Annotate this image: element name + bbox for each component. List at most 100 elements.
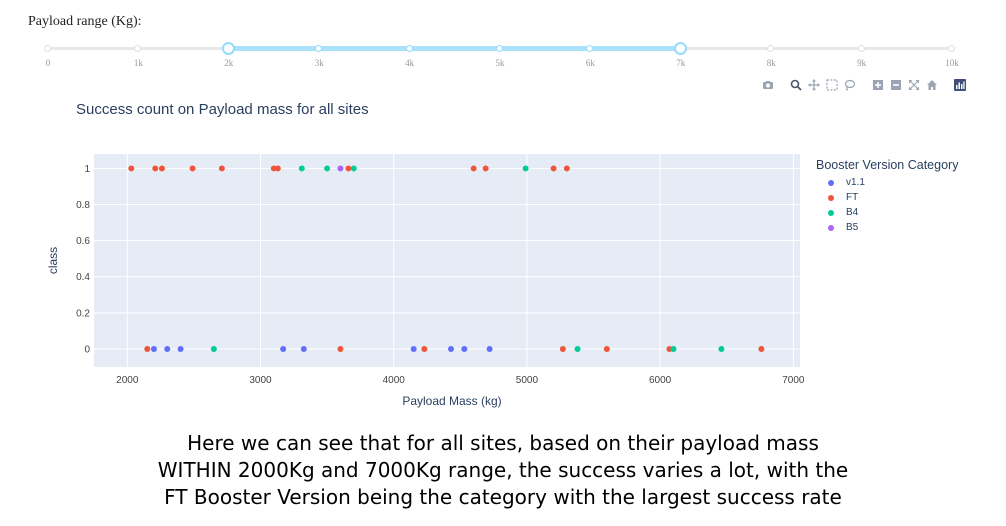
slider-mark-label: 6k <box>585 58 595 68</box>
data-point <box>486 345 493 352</box>
data-point <box>421 345 428 352</box>
slider-step-dot[interactable] <box>405 45 413 52</box>
data-point <box>563 165 570 172</box>
legend-item[interactable]: v1.1 <box>816 175 958 190</box>
plot-area <box>94 154 800 367</box>
zoom-out-icon[interactable] <box>888 77 904 93</box>
reset-axes-icon[interactable] <box>924 77 940 93</box>
data-point <box>758 345 765 352</box>
slider-handle-min[interactable] <box>221 42 235 55</box>
data-point <box>128 165 135 172</box>
slider-mark-label: 0 <box>45 58 51 68</box>
slider-step-dot[interactable] <box>134 45 142 52</box>
data-point <box>718 345 725 352</box>
chart-title: Success count on Payload mass for all si… <box>76 101 369 118</box>
slider-step-dot[interactable] <box>767 45 775 52</box>
data-point <box>164 345 171 352</box>
caption: Here we can see that for all sites, base… <box>0 430 1006 511</box>
slider-step-dot[interactable] <box>44 45 51 52</box>
data-point <box>158 165 165 172</box>
slider-mark-label: 4k <box>405 58 415 68</box>
camera-icon[interactable] <box>760 77 776 93</box>
slider-step-dot[interactable] <box>496 45 503 52</box>
slider-mark-label: 8k <box>766 58 776 68</box>
legend-item[interactable]: B4 <box>816 205 958 220</box>
zoom-in-icon[interactable] <box>870 77 886 93</box>
slider-step-dot[interactable] <box>857 45 865 52</box>
legend-swatch <box>828 194 834 201</box>
legend-label: v1.1 <box>846 177 865 188</box>
box-select-icon[interactable] <box>824 77 840 93</box>
y-tick-label: 0.6 <box>76 236 90 247</box>
x-tick-label: 6000 <box>649 375 672 386</box>
slider-mark-label: 5k <box>495 58 505 68</box>
legend-swatch <box>828 224 834 231</box>
slider-mark-label: 7k <box>676 58 686 68</box>
x-axis-title: Payload Mass (kg) <box>402 394 501 408</box>
data-point <box>218 165 225 172</box>
zoom-icon[interactable] <box>788 77 804 93</box>
legend-items: v1.1 FT B4 B5 <box>816 175 958 235</box>
scatter-plot[interactable]: 2000 3000 4000 5000 6000 7000 0 0.2 0.4 0.6 0.8 1 Pa… <box>0 120 810 420</box>
data-point <box>300 345 307 352</box>
caption-line-1: Here we can see that for all sites, base… <box>187 431 819 455</box>
slider-step-dot[interactable] <box>315 45 323 52</box>
data-point <box>574 345 581 352</box>
slider-step-dot[interactable] <box>948 45 955 52</box>
data-point <box>603 345 610 352</box>
y-tick-label: 0.4 <box>76 272 90 283</box>
slider-handle-max[interactable] <box>673 42 687 55</box>
data-point <box>280 345 287 352</box>
legend-title: Booster Version Category <box>816 158 959 172</box>
data-point <box>410 345 417 352</box>
data-point <box>550 165 557 172</box>
caption-line-2: WITHIN 2000Kg and 7000Kg range, the succ… <box>157 458 849 482</box>
caption-line-3: FT Booster Version being the category wi… <box>164 485 842 509</box>
x-tick-label: 4000 <box>383 375 406 386</box>
data-point <box>350 165 357 172</box>
data-point <box>298 165 305 172</box>
slider-mark-label: 10k <box>945 58 959 68</box>
legend: Booster Version Category v1.1 FT B4 B5 <box>816 158 958 235</box>
x-tick-label: 7000 <box>782 375 805 386</box>
y-tick-label: 0.8 <box>76 200 90 211</box>
x-tick-label: 3000 <box>249 375 272 386</box>
y-tick-label: 0 <box>84 344 90 355</box>
data-point <box>447 345 454 352</box>
payload-range-label: Payload range (Kg): <box>28 14 142 29</box>
data-point <box>337 345 344 352</box>
legend-swatch <box>828 179 834 186</box>
slider-mark-label: 9k <box>857 58 867 68</box>
slider-mark-label: 2k <box>224 58 234 68</box>
data-point <box>150 345 157 352</box>
legend-label: B5 <box>846 222 859 233</box>
legend-label: B4 <box>846 207 859 218</box>
data-point <box>461 345 468 352</box>
data-point <box>670 345 677 352</box>
legend-item[interactable]: B5 <box>816 220 958 235</box>
data-point <box>144 345 151 352</box>
x-tick-label: 5000 <box>516 375 539 386</box>
data-point <box>482 165 489 172</box>
y-tick-label: 1 <box>84 164 90 175</box>
data-point <box>189 165 196 172</box>
slider-step-dot[interactable] <box>586 45 594 52</box>
slider-mark-label: 1k <box>133 58 143 68</box>
data-point <box>274 165 281 172</box>
pan-icon[interactable] <box>806 77 822 93</box>
data-point <box>345 165 352 172</box>
legend-item[interactable]: FT <box>816 190 958 205</box>
lasso-icon[interactable] <box>842 77 858 93</box>
modebar <box>760 77 968 93</box>
data-point <box>337 165 344 172</box>
data-point <box>470 165 477 172</box>
slider-selected-track <box>228 46 681 51</box>
autoscale-icon[interactable] <box>906 77 922 93</box>
legend-label: FT <box>846 192 859 203</box>
plotly-logo-icon[interactable] <box>952 77 968 93</box>
data-point <box>522 165 529 172</box>
x-tick-label: 2000 <box>116 375 139 386</box>
data-point <box>210 345 217 352</box>
data-point <box>324 165 331 172</box>
data-point <box>177 345 184 352</box>
